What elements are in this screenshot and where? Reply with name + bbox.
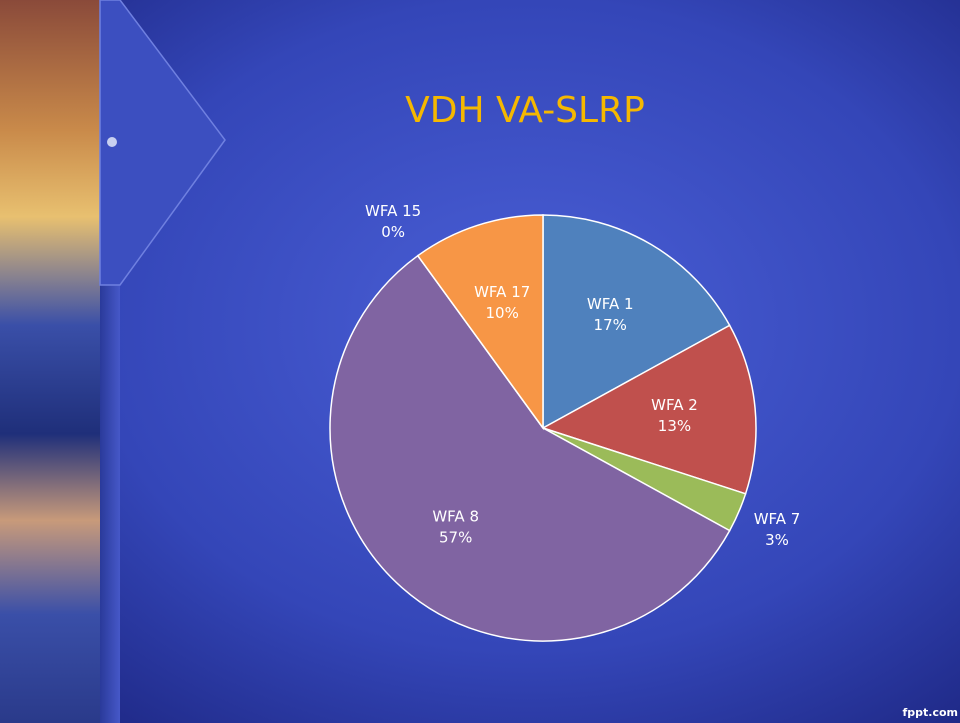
slice-value-label: 57% [439, 529, 472, 547]
footer-text: fppt.com [902, 706, 958, 719]
pie-slice [541, 324, 757, 495]
pie-slice [329, 254, 731, 642]
slice-label: WFA 8 [432, 508, 479, 526]
slice-value-label: 0% [381, 223, 405, 241]
bullet-dot [107, 137, 117, 147]
arrow-decoration [99, 0, 226, 286]
slice-value-label: 17% [594, 316, 627, 334]
photo-strip [0, 0, 100, 723]
slice-label: WFA 1 [587, 295, 634, 313]
slice-value-label: 10% [486, 304, 519, 322]
slice-label: WFA 7 [754, 510, 801, 528]
slice-value-label: 13% [658, 417, 691, 435]
slice-label: WFA 2 [651, 396, 698, 414]
pie-slice [542, 214, 731, 430]
chart-title: VDH VA-SLRP [405, 90, 645, 131]
slice-value-label: 3% [765, 531, 789, 549]
pie-slice [416, 214, 544, 431]
slice-label: WFA 15 [365, 202, 421, 220]
pie-chart: WFA 1 17% WFA 2 13% WFA 7 3% WFA 8 57% WFA 15 0% W… [329, 202, 801, 642]
slice-label: WFA 17 [474, 283, 530, 301]
